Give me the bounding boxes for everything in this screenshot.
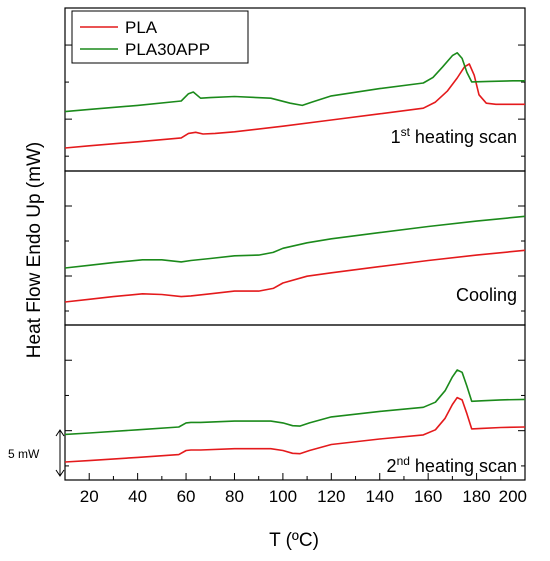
x-tick-label: 120 [317,487,345,506]
legend-label-pla30app: PLA30APP [125,40,210,59]
scale-bar-arrow-bottom [55,469,65,477]
panels: 1st heating scan Cooling 2nd heating scan [64,7,526,481]
panel-label-3: 2nd heating scan [387,454,517,476]
scale-bar-label: 5 mW [8,447,40,461]
series-line-pla [64,63,525,149]
series-line-pla30app [64,52,525,113]
x-tick-labels: 20 40 60 80 100 120 140 160 180 200 [64,473,527,506]
y-axis-label: Heat Flow Endo Up (mW) [24,142,45,358]
x-tick-label: 180 [462,487,490,506]
panel-2: Cooling [64,170,526,326]
x-tick-label: 60 [177,487,196,506]
x-axis-label: T (ºC) [269,530,319,551]
x-tick-label: 20 [80,487,99,506]
x-tick-label: 200 [499,487,527,506]
x-tick-label: 160 [414,487,442,506]
scale-bar-arrow-top [55,429,65,437]
panel-frame [64,324,526,481]
series-line-pla [64,249,526,303]
panel-3: 2nd heating scan [64,324,526,481]
legend: PLA PLA30APP [71,10,249,64]
scale-bar: 5 mW [8,429,65,477]
panel-label-1: 1st heating scan [391,125,517,147]
x-tick-label: 140 [366,487,394,506]
legend-box [71,10,249,64]
x-tick-label: 100 [269,487,297,506]
panel-label-2: Cooling [456,285,517,305]
x-tick-label: 80 [225,487,244,506]
legend-label-pla: PLA [125,18,158,37]
series-line-pla [64,396,526,463]
x-tick-label: 40 [128,487,147,506]
series-line-pla30app [64,369,526,436]
series-line-pla30app [64,215,526,269]
